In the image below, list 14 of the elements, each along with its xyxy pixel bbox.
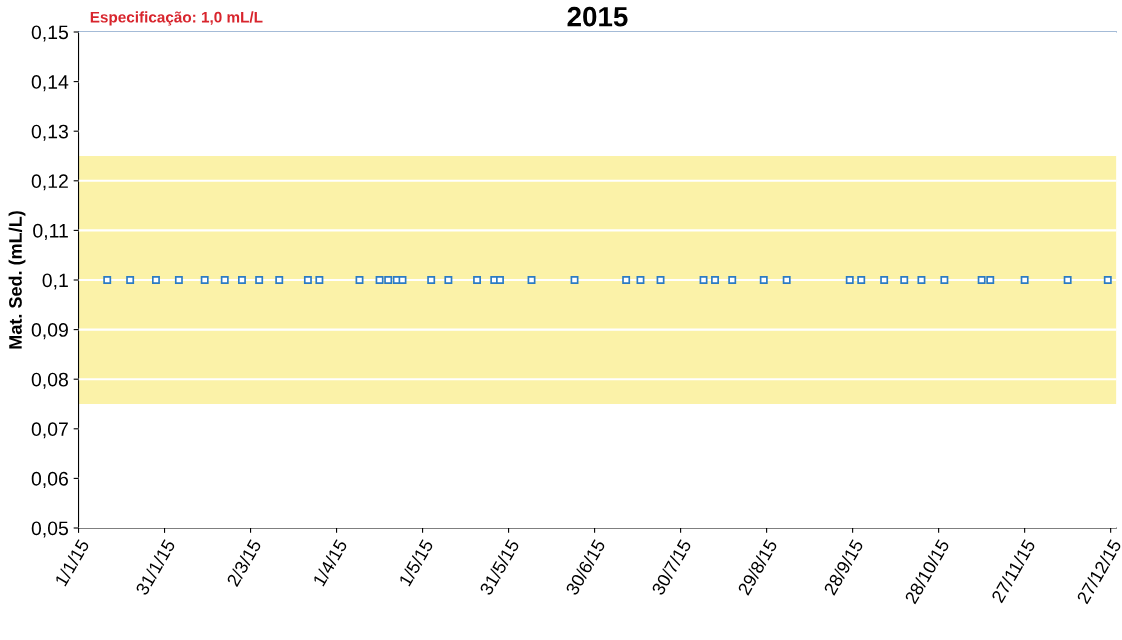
y-tick-label: 0,12	[31, 174, 68, 191]
y-tick-label: 0,15	[31, 25, 69, 42]
y-tick-label: 0,13	[31, 124, 68, 141]
y-tick-label: 0,11	[33, 223, 68, 240]
y-tick-label: 0,1	[42, 273, 68, 290]
y-axis-title: Mat. Sed. (mL/L)	[8, 211, 26, 349]
y-tick-label: 0,05	[31, 521, 69, 538]
y-tick-label: 0,08	[31, 372, 68, 389]
y-tick-label: 0,09	[31, 323, 68, 340]
y-tick-label: 0,14	[31, 75, 69, 92]
y-tick-label: 0,06	[31, 471, 68, 488]
chart-title: 2015	[567, 6, 628, 27]
y-tick-label: 0,07	[31, 422, 68, 439]
text: Especificação: 1,0 mL/L	[90, 11, 263, 26]
